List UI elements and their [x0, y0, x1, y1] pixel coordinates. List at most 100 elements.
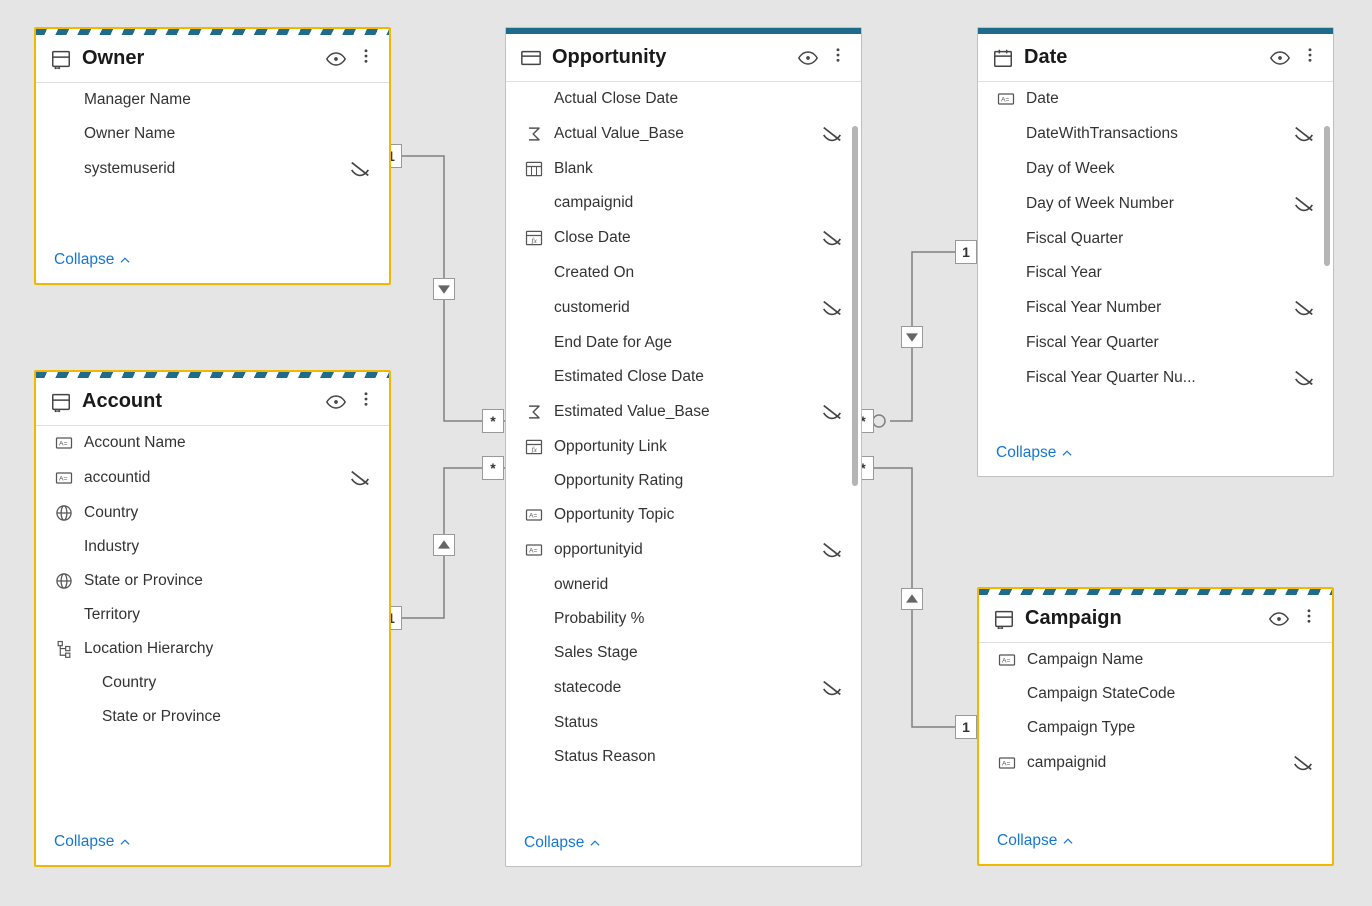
field-row[interactable]: statecode	[506, 670, 861, 706]
field-row[interactable]: Industry	[36, 530, 389, 564]
field-row[interactable]: Campaign Type	[979, 711, 1332, 745]
field-row[interactable]: Status Reason	[506, 740, 861, 774]
field-row[interactable]: State or Province	[36, 564, 389, 598]
collapse-button[interactable]: Collapse	[54, 251, 132, 269]
field-label: statecode	[554, 679, 811, 697]
field-label: Territory	[84, 606, 371, 624]
field-list[interactable]: Account Name accountid Country Industry	[36, 426, 389, 821]
field-label: Estimated Value_Base	[554, 403, 811, 421]
field-row[interactable]: DateWithTransactions	[978, 116, 1333, 152]
table-wide-icon	[520, 47, 542, 69]
more-options-button[interactable]	[1301, 44, 1319, 71]
field-label: Status Reason	[554, 748, 843, 766]
hidden-field-icon	[821, 539, 843, 561]
card-footer: Collapse	[36, 821, 389, 865]
field-list[interactable]: Manager Name Owner Name systemuserid	[36, 83, 389, 239]
table-header[interactable]: Campaign	[979, 595, 1332, 643]
more-options-button[interactable]	[357, 45, 375, 72]
field-row[interactable]: systemuserid	[36, 151, 389, 187]
table-card-date[interactable]: Date Date DateWithTransactions Day of We…	[977, 27, 1334, 477]
table-header[interactable]: Opportunity	[506, 34, 861, 82]
field-row[interactable]: Day of Week Number	[978, 186, 1333, 222]
field-row[interactable]: Day of Week	[978, 152, 1333, 186]
scrollbar-thumb[interactable]	[852, 126, 858, 486]
field-row[interactable]: Date	[978, 82, 1333, 116]
chevron-up-icon	[588, 836, 602, 850]
field-row[interactable]: Fiscal Year Quarter Nu...	[978, 360, 1333, 396]
field-row[interactable]: Fiscal Year Number	[978, 290, 1333, 326]
field-row[interactable]: Territory	[36, 598, 389, 632]
field-label: End Date for Age	[554, 334, 843, 352]
field-row[interactable]: Campaign StateCode	[979, 677, 1332, 711]
field-row[interactable]: Close Date	[506, 220, 861, 256]
collapse-button[interactable]: Collapse	[54, 833, 132, 851]
scrollbar-thumb[interactable]	[1324, 126, 1330, 266]
field-label: accountid	[84, 469, 339, 487]
table-header[interactable]: Date	[978, 34, 1333, 82]
more-options-button[interactable]	[357, 388, 375, 415]
field-row[interactable]: opportunityid	[506, 532, 861, 568]
card-footer: Collapse	[506, 822, 861, 866]
field-label: Fiscal Year Quarter	[1026, 334, 1315, 352]
card-footer: Collapse	[978, 432, 1333, 476]
field-list[interactable]: Campaign Name Campaign StateCode Campaig…	[979, 643, 1332, 820]
field-row[interactable]: Location Hierarchy	[36, 632, 389, 666]
field-row[interactable]: Fiscal Year Quarter	[978, 326, 1333, 360]
field-row[interactable]: End Date for Age	[506, 326, 861, 360]
table-card-campaign[interactable]: Campaign Campaign Name Campaign StateCod…	[977, 587, 1334, 866]
field-row[interactable]: accountid	[36, 460, 389, 496]
table-header[interactable]: Account	[36, 378, 389, 426]
more-icon	[1301, 44, 1319, 66]
field-row[interactable]: Account Name	[36, 426, 389, 460]
field-row[interactable]: customerid	[506, 290, 861, 326]
field-row[interactable]: Actual Close Date	[506, 82, 861, 116]
field-row[interactable]: Status	[506, 706, 861, 740]
field-row[interactable]: campaignid	[506, 186, 861, 220]
hidden-field-icon	[821, 123, 843, 145]
table-card-account[interactable]: Account Account Name accountid Country	[34, 370, 391, 867]
more-options-button[interactable]	[1300, 605, 1318, 632]
field-row[interactable]: Country	[36, 666, 389, 700]
field-row[interactable]: ownerid	[506, 568, 861, 602]
field-row[interactable]: Opportunity Rating	[506, 464, 861, 498]
collapse-button[interactable]: Collapse	[524, 834, 602, 852]
field-row[interactable]: Opportunity Link	[506, 430, 861, 464]
field-row[interactable]: Fiscal Year	[978, 256, 1333, 290]
field-row[interactable]: Sales Stage	[506, 636, 861, 670]
field-row[interactable]: Actual Value_Base	[506, 116, 861, 152]
field-row[interactable]: campaignid	[979, 745, 1332, 781]
more-options-button[interactable]	[829, 44, 847, 71]
field-row[interactable]: Manager Name	[36, 83, 389, 117]
field-label: Date	[1026, 90, 1315, 108]
visibility-toggle-icon	[797, 47, 819, 69]
id-icon	[997, 650, 1017, 670]
field-list[interactable]: Actual Close Date Actual Value_Base Blan…	[506, 82, 861, 822]
field-label: opportunityid	[554, 541, 811, 559]
field-label: Day of Week	[1026, 160, 1315, 178]
field-row[interactable]: Fiscal Quarter	[978, 222, 1333, 256]
field-label: Actual Close Date	[554, 90, 843, 108]
field-row[interactable]: Country	[36, 496, 389, 530]
field-row[interactable]: Blank	[506, 152, 861, 186]
field-label: campaignid	[554, 194, 843, 212]
field-list[interactable]: Date DateWithTransactions Day of Week Da…	[978, 82, 1333, 432]
field-row[interactable]: State or Province	[36, 700, 389, 734]
collapse-button[interactable]: Collapse	[997, 832, 1075, 850]
hierarchy-icon	[54, 639, 74, 659]
table-card-opportunity[interactable]: Opportunity Actual Close Date Actual Val…	[505, 27, 862, 867]
field-row[interactable]: Opportunity Topic	[506, 498, 861, 532]
table-header[interactable]: Owner	[36, 35, 389, 83]
table-card-owner[interactable]: Owner Manager Name Owner Name systemuser…	[34, 27, 391, 285]
field-row[interactable]: Probability %	[506, 602, 861, 636]
field-row[interactable]: Estimated Close Date	[506, 360, 861, 394]
id-icon	[997, 688, 1017, 820]
calendar-icon	[992, 47, 1014, 69]
field-label: Campaign StateCode	[1027, 685, 1314, 703]
field-row[interactable]: Campaign Name	[979, 643, 1332, 677]
collapse-label: Collapse	[997, 832, 1057, 850]
collapse-button[interactable]: Collapse	[996, 444, 1074, 462]
field-row[interactable]: Created On	[506, 256, 861, 290]
field-row[interactable]: Estimated Value_Base	[506, 394, 861, 430]
field-row[interactable]: Owner Name	[36, 117, 389, 151]
chevron-up-icon	[118, 835, 132, 849]
